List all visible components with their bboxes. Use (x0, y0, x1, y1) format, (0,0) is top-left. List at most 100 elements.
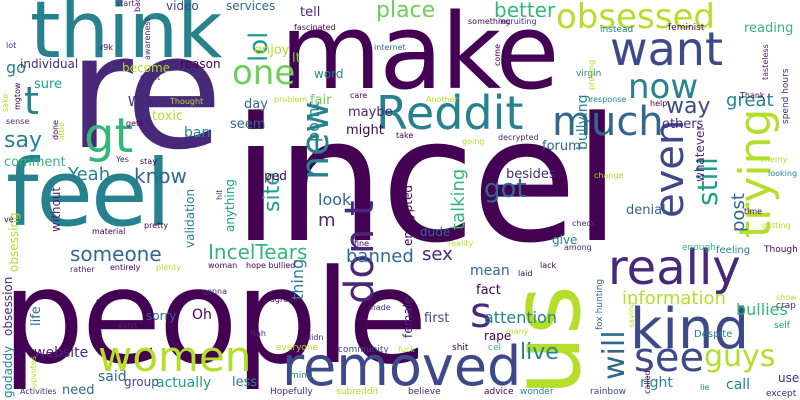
word-enemy: enemy (760, 155, 788, 164)
word-laid: laid (518, 269, 533, 278)
word-cel: cel (488, 343, 501, 353)
word-fascinated: fascinated (294, 23, 336, 32)
word-raped: raped (252, 169, 287, 183)
word-less: less (232, 375, 258, 390)
word-didn: didn (306, 333, 324, 342)
word-something: something (468, 17, 511, 26)
word-self: self (774, 321, 790, 331)
word-lack: lack (540, 261, 557, 270)
word-reddit: Reddit (376, 86, 524, 140)
word-sex: sex (422, 244, 453, 265)
word-comment: comment (4, 155, 66, 170)
word-say: say (4, 128, 42, 153)
word-crap: crap (776, 301, 796, 311)
word-everyone: everyone (276, 343, 319, 353)
word-live: live (520, 340, 559, 365)
word-exist: exist (118, 321, 138, 330)
word-make: make (280, 0, 560, 113)
word-reading: reading (744, 21, 794, 36)
word-pretty: pretty (144, 221, 169, 230)
word-oh: Oh (192, 307, 212, 323)
word-nah: Nah (250, 329, 266, 338)
word-right: right (640, 375, 673, 391)
word-re: re (68, 1, 223, 185)
word-besides: besides (506, 167, 556, 182)
word-place: place (376, 0, 436, 23)
word-mgtow: mgtow (13, 82, 22, 110)
word-group: group (124, 375, 159, 389)
word-sense: sense (6, 117, 30, 126)
word-though: Though (764, 245, 798, 255)
word-awareness: awareness (143, 17, 152, 60)
word-got: got (484, 174, 527, 204)
word-important: important (95, 298, 104, 338)
word-actually: actually (156, 375, 212, 391)
word-become: become (122, 61, 171, 75)
word-banned: banned (346, 246, 414, 267)
word-many: many (506, 327, 529, 336)
word-another: Another (426, 95, 458, 104)
word-fair: fair (310, 93, 332, 108)
word-subreddit: subreddit (336, 387, 379, 397)
word-dude: dude (420, 225, 451, 239)
word-believe: believe (408, 387, 441, 397)
word-m: m (318, 210, 336, 231)
word-obsessed: obsessed (556, 0, 715, 37)
word-response: response (590, 95, 627, 104)
word-fuck: fuck (398, 345, 415, 354)
word-enough: enough (682, 243, 716, 253)
word-gets: gets (126, 119, 144, 128)
word-sure: sure (34, 77, 63, 92)
word-know: know (134, 164, 187, 188)
word-sake: sake (1, 93, 10, 112)
word-toxic: toxic (152, 109, 184, 124)
word-better: better (494, 0, 556, 22)
word-rape: rape (484, 329, 512, 343)
word-see: see (634, 335, 705, 381)
word-feel: feel (6, 140, 171, 247)
word-rather: rather (70, 265, 95, 274)
word-come: come (493, 43, 502, 66)
word-incel: incel (232, 80, 621, 281)
word-website: website (34, 345, 89, 361)
word-hit: hit (215, 189, 224, 200)
word-fox-hunting: fox hunting (595, 278, 605, 330)
word-called: called (643, 370, 652, 394)
word-go: go (6, 58, 26, 77)
word-looking: looking (768, 169, 798, 178)
word-without: without (49, 186, 63, 232)
word-lie: lie (700, 383, 710, 392)
word-women: women (98, 332, 252, 381)
word-gonna: gonna (202, 287, 228, 296)
word-reason: reason (180, 57, 221, 71)
word-godaddy: godaddy (1, 345, 15, 398)
word-material: material (92, 227, 126, 236)
word-mind: mind (290, 371, 313, 381)
word-recruiting: recruiting (498, 17, 537, 26)
word-start: start (116, 0, 135, 8)
word-life: life (29, 306, 44, 326)
word-spend-hours: spend hours (781, 68, 791, 124)
word-fine: fine (354, 239, 370, 248)
word-gt: gt (84, 108, 134, 164)
word-upvotes: upvotes (29, 355, 38, 388)
word-time: time (744, 207, 763, 216)
word-one: one (232, 53, 296, 93)
word-must: must (140, 73, 161, 82)
word-inceltears: IncelTears (208, 240, 308, 264)
word-proving: proving (587, 59, 596, 90)
word-t: t (24, 79, 39, 123)
word-show: show (776, 293, 797, 302)
word-someone: someone (70, 242, 162, 266)
word-wonder: wonder (520, 387, 554, 397)
word-first: first (424, 311, 450, 326)
word-yes: Yes (116, 155, 129, 164)
word-female: female (401, 296, 415, 338)
word-except: except (766, 389, 797, 399)
word-will: will (597, 330, 632, 380)
word-use: use (778, 371, 800, 385)
word-guys: guys (704, 339, 776, 374)
word-want: want (610, 22, 724, 76)
word-fact: fact (476, 283, 501, 298)
word-great: great (726, 90, 774, 111)
